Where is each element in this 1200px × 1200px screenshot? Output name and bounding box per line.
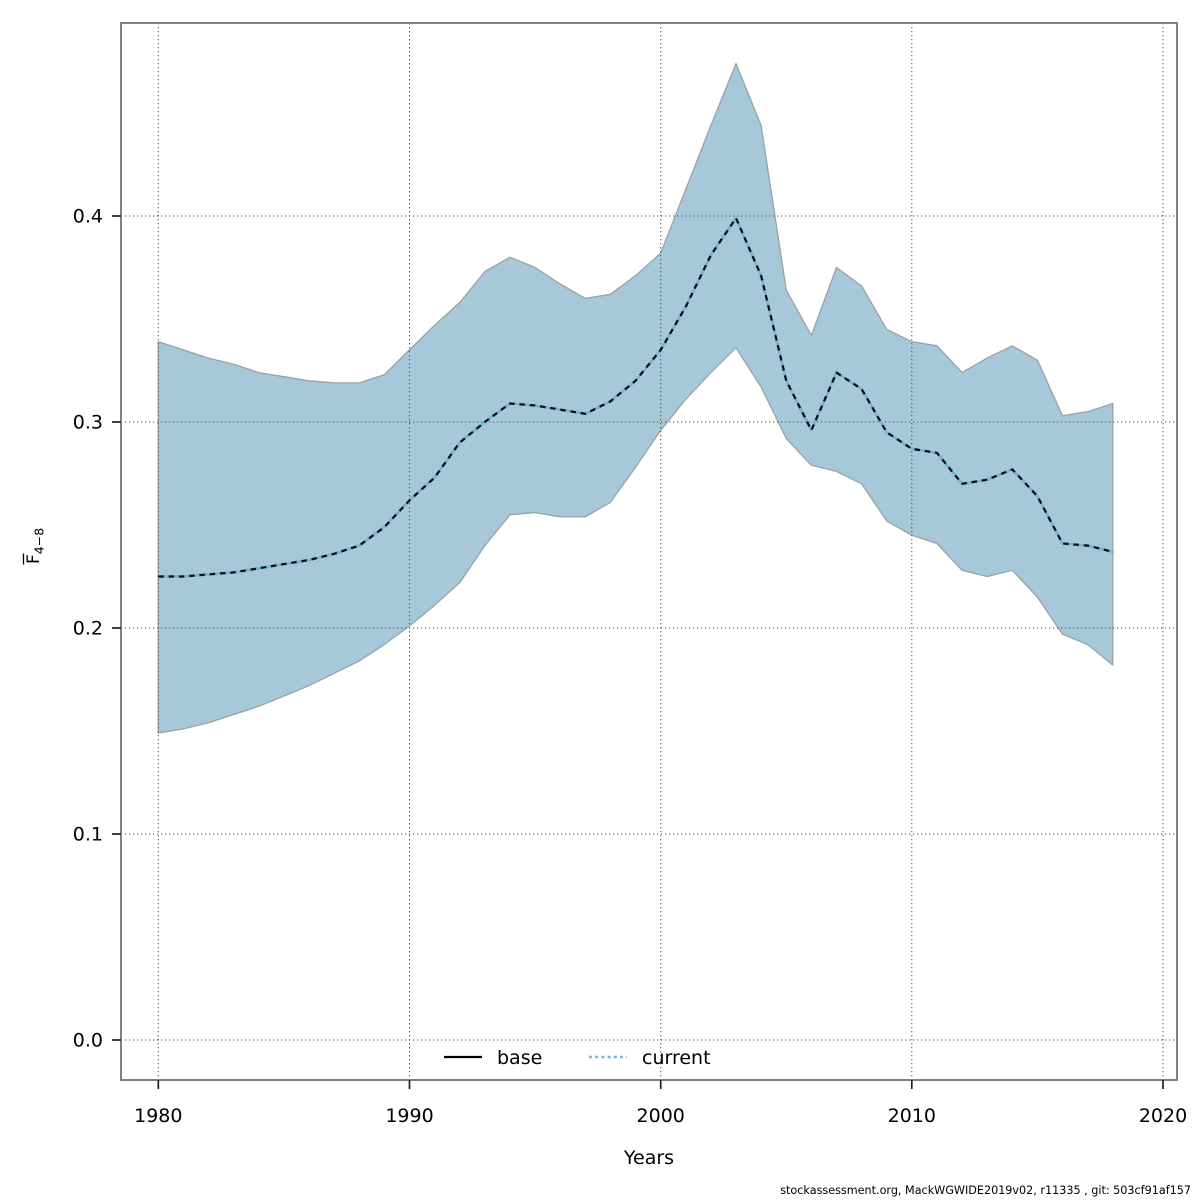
series-line-layer [156,216,1115,578]
confidence-band [157,62,1114,734]
plot-border [120,22,1178,1081]
current-line [158,217,1114,578]
x-tick-label: 1990 [385,1105,433,1127]
footer-attribution: stockassessment.org, MackWGWIDE2019v02, … [780,1184,1191,1197]
gridline-layer [121,23,1177,1080]
y-tick-label: 0.1 [73,824,103,846]
legend: base current [444,1047,711,1069]
x-tick-label: 2010 [888,1105,936,1127]
y-tick-label: 0.3 [73,412,103,434]
legend-current-label: current [642,1047,711,1069]
x-axis-title: Years [623,1147,674,1169]
axis-layer: 1980 1990 2000 2010 2020 0.0 0.1 0.2 0.3 0.4 [73,22,1187,1127]
x-tick-label: 2000 [637,1105,685,1127]
confidence-band-layer [157,62,1114,734]
x-tick-label: 1980 [134,1105,182,1127]
y-tick-label: 0.2 [73,618,103,640]
x-tick-label: 2020 [1139,1105,1187,1127]
y-tick-label: 0.0 [73,1030,103,1052]
y-axis-title: F4−8 [22,528,47,565]
y-axis-title-text: F4−8 [24,528,47,564]
legend-base-label: base [497,1047,542,1069]
y-tick-label: 0.4 [73,206,103,228]
